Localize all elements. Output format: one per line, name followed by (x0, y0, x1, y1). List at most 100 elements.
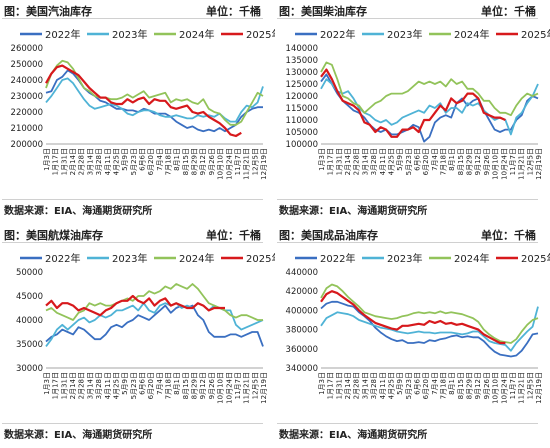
y-tick-label: 35000 (16, 340, 43, 350)
x-tick-label: 12月5日 (526, 148, 534, 175)
x-tick-label: 9月12日 (474, 148, 482, 175)
chart-source: 数据来源：EIA、海通期货研究所 (4, 430, 153, 441)
chart-title: 图：美国成品油库存 (279, 229, 378, 242)
x-tick-label: 7月4日 (156, 148, 164, 171)
x-tick-label: 2月14日 (69, 148, 77, 175)
x-tick-label: 3月14日 (86, 372, 94, 399)
x-tick-label: 1月31日 (60, 148, 68, 175)
x-tick-label: 4月25日 (112, 148, 120, 175)
series-line (45, 59, 264, 126)
x-tick-label: 7月18日 (440, 372, 448, 399)
x-tick-label: 7月4日 (156, 372, 164, 395)
x-tick-label: 7月4日 (431, 148, 439, 171)
divider (2, 242, 263, 243)
panel-gasoline: 图：美国汽油库存 单位：千桶 2022年 2023年 2024年 2025年 20000… (0, 0, 275, 224)
y-tick-label: 250000 (11, 60, 43, 70)
legend-label: 2022年 (45, 252, 80, 265)
x-tick-label: 7月18日 (165, 148, 173, 175)
series-line (45, 294, 225, 317)
y-tick-label: 440000 (286, 268, 318, 278)
panel-diesel: 图：美国柴油库存 单位：千桶 2022年 2023年 2024年 2025年 10000… (275, 0, 550, 224)
x-tick-label: 5月9日 (121, 148, 129, 171)
jet-fuel-chart: 2022年 2023年 2024年 2025年 30000 35000 40000 45000… (16, 252, 275, 404)
legend-label: 2022年 (320, 28, 355, 41)
y-tick-label: 125000 (286, 80, 318, 90)
series-line (45, 302, 264, 347)
x-tick-label: 4月25日 (112, 372, 120, 399)
diesel-chart: 2022年 2023年 2024年 2025年 100000 105000 110000 11… (286, 28, 550, 180)
x-tick-label: 5月23日 (130, 372, 138, 399)
x-tick-label: 2月28日 (353, 372, 361, 399)
y-tick-label: 420000 (286, 287, 318, 297)
chart-source: 数据来源：EIA、海通期货研究所 (4, 206, 153, 217)
x-tick-label: 5月9日 (121, 372, 129, 395)
y-tick-label: 260000 (11, 44, 43, 54)
legend-label: 2024年 (179, 28, 214, 41)
series-line (45, 304, 264, 347)
x-tick-label: 1月17日 (52, 148, 60, 175)
x-tick-label: 12月19日 (535, 372, 543, 404)
y-tick-label: 115000 (286, 104, 318, 114)
x-tick-label: 7月18日 (440, 148, 448, 175)
y-tick-label: 30000 (16, 364, 43, 374)
x-tick-label: 2月14日 (69, 372, 77, 399)
x-tick-label: 1月31日 (335, 372, 343, 399)
x-tick-label: 8月15日 (457, 148, 465, 175)
chart-title: 图：美国航煤油库存 (4, 229, 103, 242)
x-tick-label: 3月28日 (95, 148, 103, 175)
series-line (320, 68, 506, 138)
legend-label: 2023年 (387, 252, 422, 265)
series-line (320, 283, 539, 344)
x-tick-label: 9月12日 (474, 372, 482, 399)
legend-label: 2025年 (521, 252, 550, 265)
y-tick-label: 130000 (286, 68, 318, 78)
x-tick-label: 4月25日 (387, 148, 395, 175)
x-tick-label: 3月28日 (370, 148, 378, 175)
x-tick-label: 1月17日 (327, 148, 335, 175)
x-tick-label: 11月21日 (243, 148, 251, 180)
x-tick-label: 3月28日 (95, 372, 103, 399)
x-tick-label: 9月12日 (199, 372, 207, 399)
x-tick-label: 1月17日 (52, 372, 60, 399)
y-tick-label: 40000 (16, 316, 43, 326)
chart-source: 数据来源：EIA、海通期货研究所 (279, 206, 428, 217)
x-tick-label: 6月20日 (422, 372, 430, 399)
series-line (45, 77, 264, 123)
x-tick-label: 4月11日 (104, 148, 112, 175)
x-tick-label: 6月20日 (147, 372, 155, 399)
chart-unit: 单位：千桶 (481, 229, 536, 242)
y-tick-label: 220000 (11, 108, 43, 118)
y-tick-label: 45000 (16, 292, 43, 302)
x-tick-label: 1月3日 (43, 372, 51, 395)
divider (277, 242, 538, 243)
series-line (320, 306, 539, 352)
divider (2, 199, 263, 200)
x-tick-label: 4月11日 (104, 372, 112, 399)
series-line (320, 61, 539, 117)
x-tick-label: 6月20日 (147, 148, 155, 175)
series-line (45, 64, 242, 138)
x-tick-label: 8月1日 (173, 148, 181, 171)
x-tick-label: 5月23日 (130, 148, 138, 175)
x-tick-label: 11月7日 (234, 148, 242, 175)
x-tick-label: 10月24日 (500, 148, 508, 180)
legend-label: 2022年 (45, 28, 80, 41)
x-tick-label: 12月19日 (535, 148, 543, 180)
x-tick-label: 1月3日 (318, 372, 326, 395)
x-tick-label: 12月5日 (526, 372, 534, 399)
chart-unit: 单位：千桶 (481, 5, 536, 18)
series-line (320, 73, 539, 143)
chart-source: 数据来源：EIA、海通期货研究所 (279, 430, 428, 441)
y-tick-label: 240000 (11, 76, 43, 86)
x-tick-label: 10月10日 (217, 372, 225, 404)
divider (277, 423, 538, 424)
x-tick-label: 10月10日 (492, 148, 500, 180)
chart-unit: 单位：千桶 (206, 5, 261, 18)
y-tick-label: 400000 (286, 306, 318, 316)
legend-label: 2024年 (454, 28, 489, 41)
y-tick-label: 105000 (286, 128, 318, 138)
x-tick-label: 11月7日 (509, 372, 517, 399)
x-tick-label: 11月21日 (518, 148, 526, 180)
x-tick-label: 2月28日 (78, 372, 86, 399)
x-tick-label: 3月14日 (361, 372, 369, 399)
